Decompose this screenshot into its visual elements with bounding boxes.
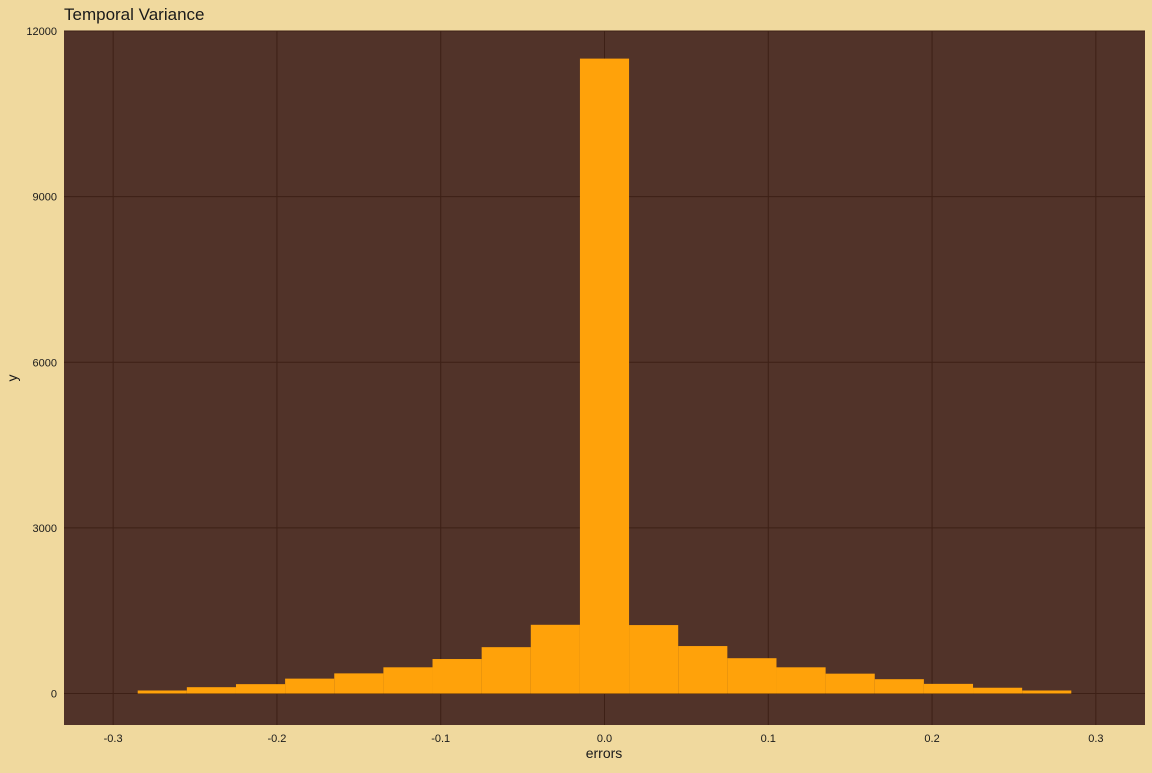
histogram-bar bbox=[432, 659, 482, 694]
x-axis-ticks: -0.3 -0.2 -0.1 0.0 0.1 0.2 0.3 bbox=[104, 733, 1104, 745]
histogram-bar bbox=[383, 667, 433, 694]
histogram-bar bbox=[776, 667, 826, 694]
histogram-bar bbox=[727, 658, 777, 694]
y-tick-label: 12000 bbox=[26, 26, 57, 38]
histogram-bar bbox=[481, 647, 531, 694]
histogram-bar bbox=[973, 687, 1023, 694]
histogram-bars bbox=[137, 58, 1072, 694]
histogram-bar bbox=[1022, 690, 1072, 694]
y-tick-label: 3000 bbox=[33, 523, 57, 535]
y-tick-label: 9000 bbox=[33, 192, 57, 204]
x-tick-label: -0.1 bbox=[431, 733, 450, 745]
y-tick-label: 0 bbox=[51, 689, 57, 701]
histogram-bar bbox=[334, 673, 384, 694]
histogram-bar bbox=[825, 673, 875, 694]
x-axis-label: errors bbox=[586, 745, 623, 761]
histogram-bar bbox=[235, 684, 286, 694]
x-tick-label: 0.1 bbox=[761, 733, 776, 745]
x-tick-label: -0.3 bbox=[104, 733, 123, 745]
y-axis-label: y bbox=[4, 375, 20, 382]
x-tick-label: 0.0 bbox=[597, 733, 612, 745]
histogram-bar bbox=[137, 690, 187, 694]
y-axis-ticks: 0 3000 6000 9000 12000 bbox=[26, 26, 57, 701]
y-tick-label: 6000 bbox=[33, 357, 57, 369]
histogram-bar bbox=[678, 646, 728, 694]
histogram-bar bbox=[923, 683, 974, 694]
chart-title: Temporal Variance bbox=[64, 5, 204, 24]
histogram-bar bbox=[530, 624, 580, 694]
histogram-bar bbox=[285, 678, 335, 694]
histogram-bar bbox=[874, 679, 924, 694]
histogram-bar bbox=[579, 58, 630, 694]
x-tick-label: 0.2 bbox=[924, 733, 939, 745]
x-tick-label: 0.3 bbox=[1088, 733, 1103, 745]
histogram-bar bbox=[629, 625, 679, 694]
x-tick-label: -0.2 bbox=[267, 733, 286, 745]
histogram-bar bbox=[186, 687, 236, 694]
